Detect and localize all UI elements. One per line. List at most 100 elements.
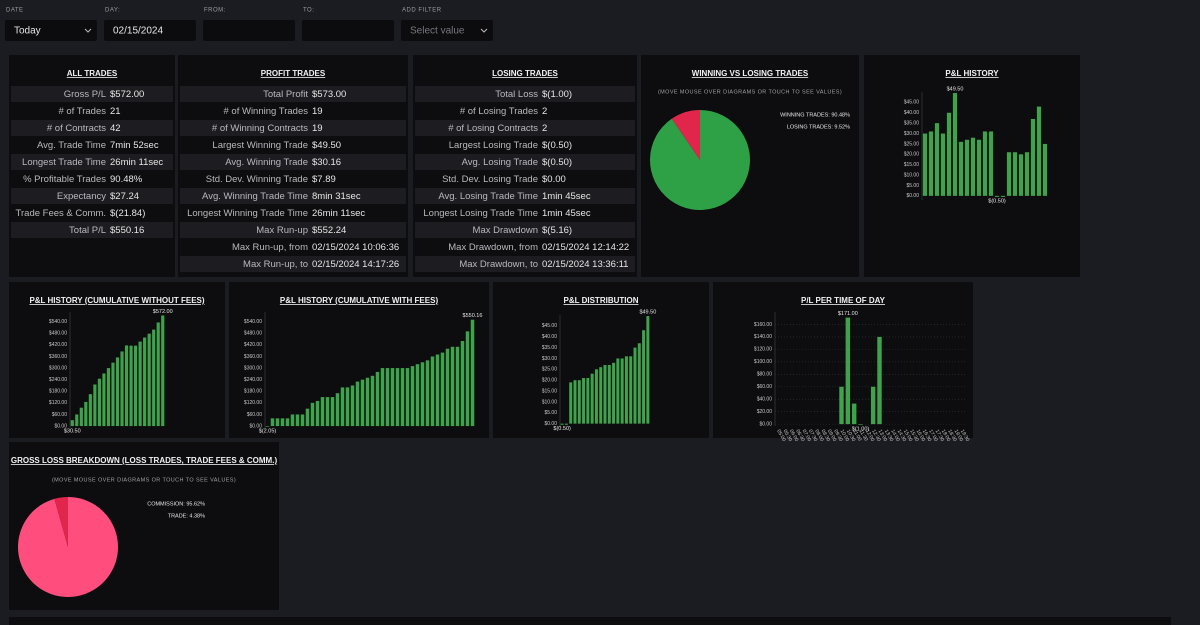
panel-title: LOSING TRADES	[492, 69, 558, 78]
x-tick-label: 14:30	[896, 429, 908, 443]
y-tick-label: $20.00	[757, 409, 773, 415]
y-tick-label: $20.00	[904, 152, 920, 158]
value-annotation: $550.16	[463, 313, 483, 319]
y-tick-label: $30.00	[542, 356, 558, 362]
y-tick-label: $120.00	[49, 400, 67, 406]
y-tick-label: $240.00	[244, 377, 262, 383]
stat-row	[180, 137, 406, 153]
bar	[395, 368, 400, 427]
bar	[335, 393, 340, 427]
stat-row	[180, 103, 406, 119]
x-tick-label: 15:30	[908, 429, 920, 443]
bar	[577, 380, 581, 424]
stat-row	[11, 86, 173, 102]
x-tick-label: 19:30	[959, 429, 971, 443]
bar	[470, 319, 475, 427]
pie-slice	[671, 110, 700, 160]
stat-row	[180, 256, 406, 272]
panel-title: WINNING VS LOSING TRADES	[692, 69, 809, 78]
bar	[646, 316, 650, 424]
stat-row	[415, 239, 635, 255]
stat-label: Total Loss	[495, 89, 538, 100]
bar	[922, 133, 928, 196]
stat-row	[415, 120, 635, 136]
x-tick-label: 06:30	[794, 429, 806, 443]
y-tick-label: $180.00	[244, 389, 262, 395]
bar	[594, 369, 598, 424]
stat-row	[11, 222, 173, 238]
panel-title: P&L HISTORY (CUMULATIVE WITH FEES)	[280, 296, 439, 305]
bar	[1000, 195, 1006, 197]
y-tick-label: $360.00	[244, 354, 262, 360]
stat-value: 21	[110, 106, 121, 117]
stat-value: $550.16	[110, 225, 144, 236]
bar	[280, 418, 285, 427]
stat-label: # of Trades	[58, 106, 106, 117]
stat-row	[11, 154, 173, 170]
panel-title: ALL TRADES	[67, 69, 118, 78]
y-tick-label: $0.00	[906, 193, 919, 199]
stat-label: # of Losing Trades	[460, 106, 538, 117]
y-tick-label: $5.00	[544, 410, 557, 416]
stat-row	[415, 154, 635, 170]
stat-row	[180, 222, 406, 238]
filter-input[interactable]	[5, 20, 97, 41]
stat-value: 19	[312, 106, 323, 117]
bar	[156, 322, 160, 427]
bar	[350, 385, 355, 427]
pie-slice	[54, 497, 68, 547]
bar	[124, 345, 129, 427]
filter-placeholder: Select value	[410, 26, 465, 37]
y-tick-label: $25.00	[542, 367, 558, 373]
panel-title: P&L HISTORY	[945, 69, 999, 78]
y-tick-label: $60.00	[52, 412, 68, 418]
filter-label: DATE	[6, 8, 24, 14]
bar	[265, 426, 270, 427]
filter-input[interactable]	[104, 20, 196, 41]
x-tick-label: 08:30	[820, 429, 832, 443]
stat-value: $(0.50)	[542, 157, 572, 168]
x-tick-label: 11:30	[858, 429, 869, 443]
stat-label: # of Winning Contracts	[212, 123, 308, 134]
bar	[330, 397, 335, 427]
x-tick-label: 10:00	[839, 429, 851, 443]
value-annotation: $(2.05)	[259, 429, 277, 435]
y-tick-label: $0.00	[249, 423, 262, 429]
y-tick-label: $300.00	[49, 365, 67, 371]
stat-label: Longest Trade Time	[22, 157, 106, 168]
bar	[612, 362, 616, 424]
bar	[637, 343, 641, 424]
bar	[370, 375, 375, 427]
bar	[290, 414, 295, 427]
x-tick-label: 12:30	[870, 429, 882, 443]
filter-input[interactable]	[401, 20, 493, 41]
bar	[93, 384, 97, 427]
bar	[129, 345, 133, 427]
stat-value: $49.50	[312, 140, 341, 151]
bar	[143, 337, 147, 427]
stat-value: 19	[312, 123, 323, 134]
x-tick-label: 16:30	[921, 429, 933, 443]
x-tick-label: 05:00	[775, 429, 787, 443]
filter-input[interactable]	[203, 20, 295, 41]
bar	[310, 402, 315, 427]
bar	[940, 133, 946, 196]
bar	[345, 387, 350, 427]
bar	[420, 362, 425, 427]
stat-label: # of Losing Contracts	[448, 123, 538, 134]
filter-input[interactable]	[302, 20, 394, 41]
bar	[582, 378, 586, 424]
bar	[385, 368, 390, 427]
stat-label: Max Run-up, to	[243, 259, 308, 270]
filter-label: TO:	[303, 8, 314, 14]
stat-value: $27.24	[110, 191, 139, 202]
bar	[629, 356, 633, 424]
bar	[440, 352, 445, 427]
bar	[152, 329, 156, 427]
panel-title: GROSS LOSS BREAKDOWN (LOSS TRADES, TRADE…	[11, 456, 278, 465]
pie-legend-label: COMMISSION: 95.62%	[147, 501, 205, 507]
x-tick-label: 12:00	[864, 429, 876, 443]
filter-label: DAY:	[105, 8, 120, 14]
bar	[1024, 152, 1030, 196]
bar	[964, 139, 970, 196]
